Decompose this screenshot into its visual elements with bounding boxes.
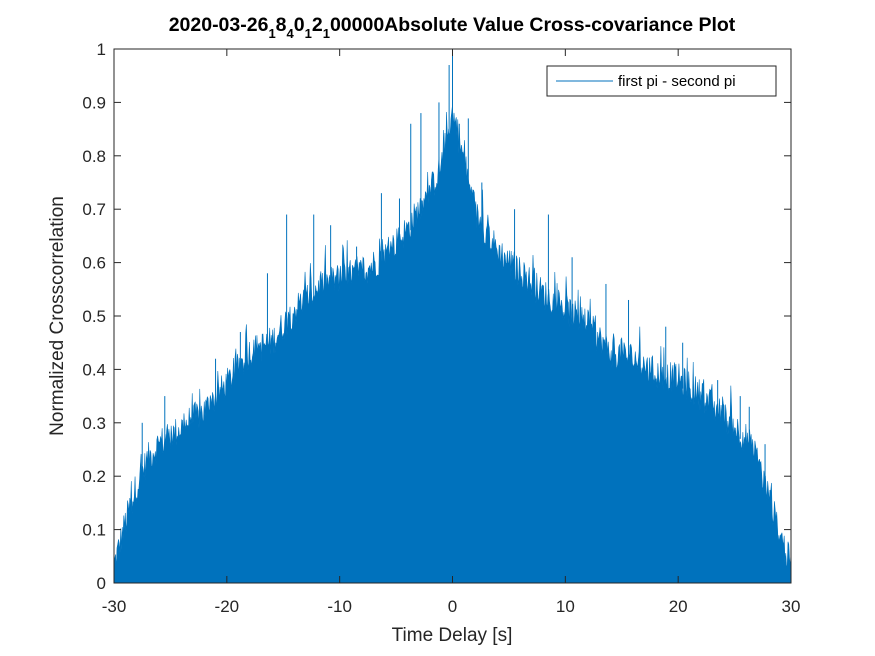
title-part-1: 8 (276, 14, 287, 36)
y-tick-label: 0.5 (82, 307, 106, 326)
x-tick-label: -30 (102, 597, 127, 616)
legend: first pi - second pi (546, 65, 777, 97)
y-tick-label: 0.6 (82, 254, 106, 273)
chart-title: 2020-03-26184012100000Absolute Value Cro… (169, 14, 736, 41)
title-part-2: 0 (294, 14, 305, 36)
y-tick-label: 0.4 (82, 360, 106, 379)
title-prefix: 2020-03-26 (169, 14, 269, 36)
y-axis-label: Normalized Crosscorrelation (47, 196, 68, 436)
title-sub-4: 1 (323, 26, 330, 41)
title-part-3: 2 (312, 14, 323, 36)
y-tick-label: 0 (97, 574, 106, 593)
legend-entry: first pi - second pi (618, 73, 736, 90)
x-tick-label: -10 (327, 597, 352, 616)
x-tick-label: 30 (782, 597, 801, 616)
x-tick-label: -20 (215, 597, 240, 616)
y-tick-label: 0.8 (82, 147, 106, 166)
title-sub-3: 1 (305, 26, 312, 41)
x-tick-label: 20 (669, 597, 688, 616)
tick-layer: -30 -20 -10 0 10 20 30 0 0.1 0.2 0.3 0.4 0.5 0.6 0.7 0.… (82, 40, 800, 616)
x-axis-label: Time Delay [s] (392, 625, 513, 646)
x-tick-label: 0 (448, 597, 457, 616)
y-tick-label: 1 (97, 40, 106, 59)
y-tick-label: 0.7 (82, 200, 106, 219)
title-sub-1: 1 (268, 26, 275, 41)
y-tick-label: 0.3 (82, 414, 106, 433)
data-layer (113, 49, 792, 584)
title-sub-2: 4 (287, 26, 295, 41)
x-tick-label: 10 (556, 597, 575, 616)
y-tick-label: 0.1 (82, 521, 106, 540)
y-tick-label: 0.2 (82, 467, 106, 486)
y-tick-label: 0.9 (82, 93, 106, 112)
title-part-4: 00000Absolute Value Cross-covariance Plo… (330, 14, 736, 36)
